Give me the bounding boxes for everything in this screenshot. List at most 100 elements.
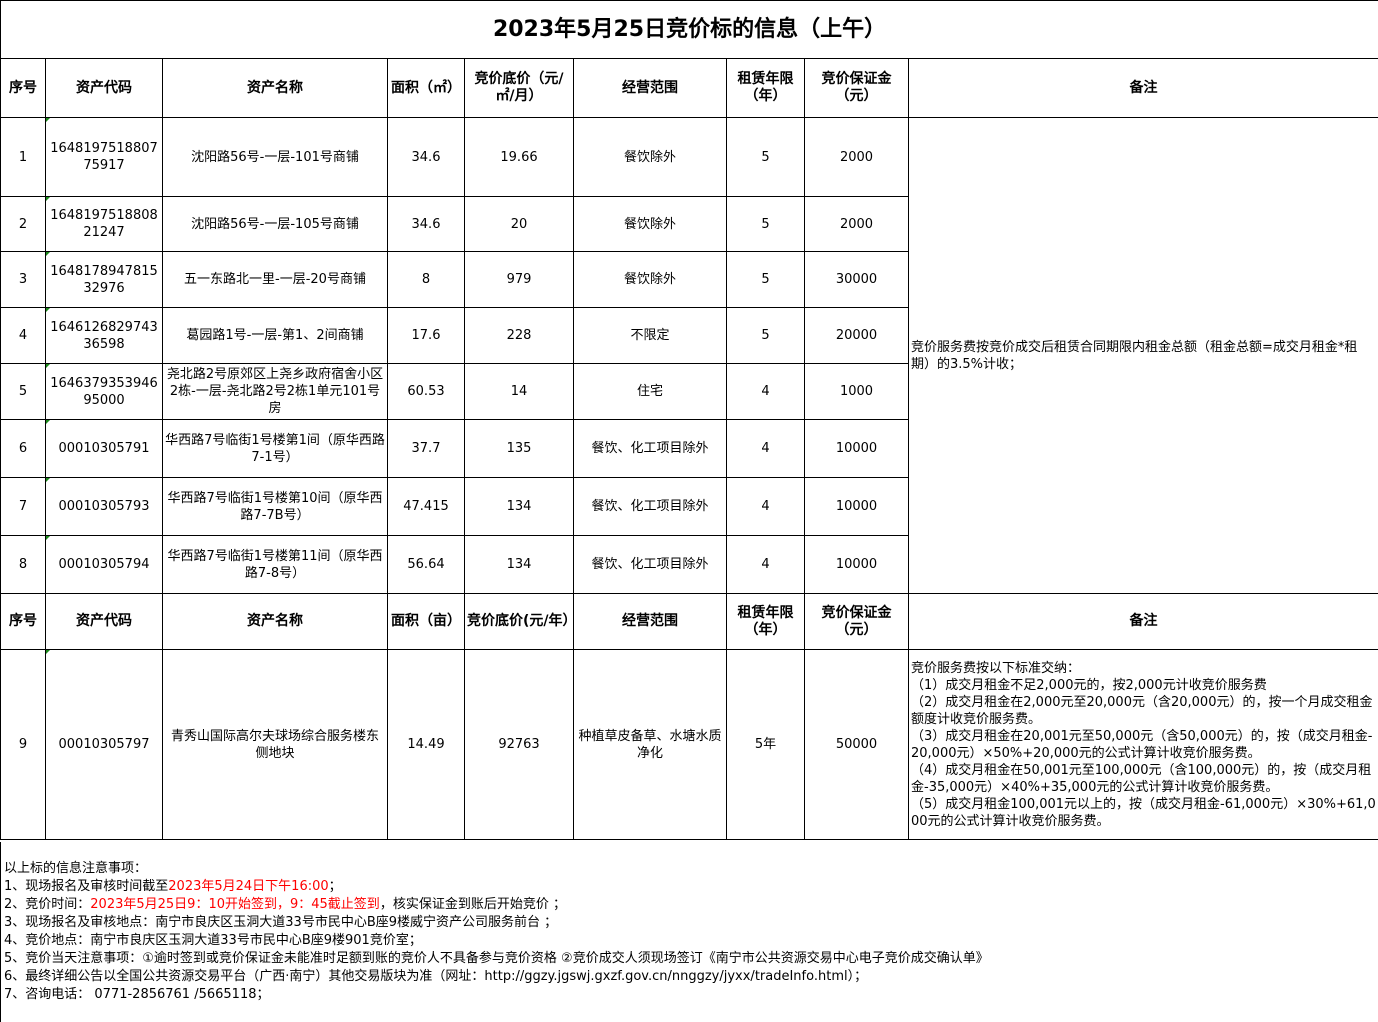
cell-area: 47.415 bbox=[387, 477, 465, 536]
cell-name: 沈阳路56号-一层-105号商铺 bbox=[162, 196, 388, 252]
cell-scope: 餐饮、化工项目除外 bbox=[573, 419, 727, 478]
column-header: 竞价底价（元/㎡/月） bbox=[464, 58, 574, 118]
cell-no: 5 bbox=[0, 363, 46, 420]
cell-deposit: 1000 bbox=[804, 363, 909, 420]
cell-code: 164637935394695000 bbox=[45, 363, 163, 420]
note-5: 5、竞价当天注意事项：①逾时签到或竞价保证金未能准时足额到账的竞价人不具备参与竞… bbox=[4, 951, 989, 966]
header-row: 序号 资产代码 资产名称 面积（㎡） 竞价底价（元/㎡/月） 经营范围 租赁年限（年） 竞价保… bbox=[0, 58, 1378, 118]
remark-line: 竞价服务费按以下标准交纳： bbox=[911, 660, 1081, 676]
remark-line: （2）成交月租金在2,000元至20,000元（含20,000元）的，按一个月成… bbox=[911, 694, 1373, 727]
cell-name: 青秀山国际高尔夫球场综合服务楼东侧地块 bbox=[162, 649, 388, 840]
cell-area: 37.7 bbox=[387, 419, 465, 478]
column-header: 竞价底价(元/年） bbox=[464, 593, 577, 650]
column-header: 竞价保证金（元） bbox=[804, 593, 909, 650]
table-row: 2 164819751880821247 沈阳路56号-一层-105号商铺 34.6 2… bbox=[0, 196, 1378, 252]
table-row: 5 164637935394695000 尧北路2号原郊区上尧乡政府宿舍小区2栋-一… bbox=[0, 363, 1378, 420]
column-header: 租赁年限（年） bbox=[726, 593, 805, 650]
cell-scope: 住宅 bbox=[573, 363, 727, 420]
column-header: 面积（亩） bbox=[387, 593, 465, 650]
cell-deposit: 10000 bbox=[804, 419, 909, 478]
cell-years: 5年 bbox=[726, 649, 805, 840]
cell-code: 164819751880821247 bbox=[45, 196, 163, 252]
cell-code: 164612682974336598 bbox=[45, 307, 163, 364]
note-7: 7、咨询电话： 0771-2856761 /5665118； bbox=[4, 987, 270, 1002]
bid-table: 2023年5月25日竞价标的信息（上午） 序号 资产代码 资产名称 面积（㎡） 竞价底价… bbox=[0, 0, 1378, 840]
cell-price: 14 bbox=[464, 363, 574, 420]
column-header: 资产名称 bbox=[162, 593, 388, 650]
remark-line: （1）成交月租金不足2,000元的，按2,000元计收竞价服务费 bbox=[911, 677, 1267, 693]
cell-deposit: 10000 bbox=[804, 477, 909, 536]
cell-name: 沈阳路56号-一层-101号商铺 bbox=[162, 117, 388, 197]
remark-line: （4）成交月租金在50,001元至100,000元（含100,000元）的，按（… bbox=[911, 762, 1372, 795]
cell-no: 2 bbox=[0, 196, 46, 252]
column-header: 面积（㎡） bbox=[387, 58, 465, 118]
remark-line: （5）成交月租金100,001元以上的，按（成交月租金-61,000元）×30%… bbox=[911, 796, 1376, 829]
cell-price: 19.66 bbox=[464, 117, 574, 197]
table-row: 9 00010305797 青秀山国际高尔夫球场综合服务楼东侧地块 14.49 9276… bbox=[0, 649, 1378, 840]
cell-deposit: 20000 bbox=[804, 307, 909, 364]
column-header: 竞价保证金（元） bbox=[804, 58, 909, 118]
cell-years: 4 bbox=[726, 535, 805, 594]
cell-code: 00010305797 bbox=[45, 649, 163, 840]
cell-price: 134 bbox=[464, 535, 574, 594]
cell-area: 56.64 bbox=[387, 535, 465, 594]
column-header: 租赁年限（年） bbox=[726, 58, 805, 118]
cell-years: 4 bbox=[726, 477, 805, 536]
cell-name: 五一东路北一里-一层-20号商铺 bbox=[162, 251, 388, 308]
cell-price: 92763 bbox=[464, 649, 574, 840]
column-header: 序号 bbox=[0, 593, 46, 650]
column-header: 资产代码 bbox=[45, 593, 163, 650]
cell-years: 5 bbox=[726, 307, 805, 364]
cell-area: 34.6 bbox=[387, 196, 465, 252]
table-row: 7 00010305793 华西路7号临街1号楼第10间（原华西路7-7B号） 47.… bbox=[0, 477, 1378, 536]
column-header: 资产代码 bbox=[45, 58, 163, 118]
cell-no: 1 bbox=[0, 117, 46, 197]
cell-name: 华西路7号临街1号楼第1间（原华西路7-1号） bbox=[162, 419, 388, 478]
column-header: 资产名称 bbox=[162, 58, 388, 118]
cell-deposit: 2000 bbox=[804, 117, 909, 197]
cell-name: 尧北路2号原郊区上尧乡政府宿舍小区2栋-一层-尧北路2号2栋1单元101号房 bbox=[162, 363, 388, 420]
cell-scope: 餐饮除外 bbox=[573, 251, 727, 308]
cell-scope: 餐饮除外 bbox=[573, 117, 727, 197]
cell-code: 164819751880775917 bbox=[45, 117, 163, 197]
cell-price: 20 bbox=[464, 196, 574, 252]
cell-years: 4 bbox=[726, 363, 805, 420]
cell-price: 135 bbox=[464, 419, 574, 478]
cell-code: 00010305794 bbox=[45, 535, 163, 594]
page-title: 2023年5月25日竞价标的信息（上午） bbox=[0, 0, 1378, 59]
cell-years: 5 bbox=[726, 251, 805, 308]
cell-deposit: 50000 bbox=[804, 649, 909, 840]
cell-name: 华西路7号临街1号楼第10间（原华西路7-7B号） bbox=[162, 477, 388, 536]
cell-price: 979 bbox=[464, 251, 574, 308]
column-header: 备注 bbox=[907, 593, 1378, 650]
cell-deposit: 10000 bbox=[804, 535, 909, 594]
note-3: 3、现场报名及审核地点：南宁市良庆区玉洞大道33号市民中心B座9楼威宁资产公司服… bbox=[4, 915, 558, 930]
cell-code: 00010305791 bbox=[45, 419, 163, 478]
cell-area: 34.6 bbox=[387, 117, 465, 197]
cell-years: 4 bbox=[726, 419, 805, 478]
column-header: 序号 bbox=[0, 58, 46, 118]
cell-area: 60.53 bbox=[387, 363, 465, 420]
cell-deposit: 30000 bbox=[804, 251, 909, 308]
cell-no: 3 bbox=[0, 251, 46, 308]
cell-years: 5 bbox=[726, 117, 805, 197]
cell-scope: 种植草皮备草、水塘水质净化 bbox=[573, 649, 727, 840]
notes-section: 以上标的信息注意事项： 1、现场报名及审核时间截至2023年5月24日下午16:… bbox=[0, 842, 1376, 1022]
cell-price: 134 bbox=[464, 477, 574, 536]
cell-scope: 餐饮、化工项目除外 bbox=[573, 535, 727, 594]
cell-years: 5 bbox=[726, 196, 805, 252]
cell-no: 8 bbox=[0, 535, 46, 594]
cell-name: 葛园路1号-一层-第1、2间商铺 bbox=[162, 307, 388, 364]
cell-no: 9 bbox=[0, 649, 46, 840]
note-1: 1、现场报名及审核时间截至2023年5月24日下午16:00； bbox=[4, 879, 342, 894]
cell-area: 8 bbox=[387, 251, 465, 308]
column-header: 经营范围 bbox=[573, 58, 727, 118]
note-4: 4、竞价地点：南宁市良庆区玉洞大道33号市民中心B座9楼901竞价室； bbox=[4, 933, 422, 948]
table-row: 6 00010305791 华西路7号临街1号楼第1间（原华西路7-1号） 37.7 1… bbox=[0, 419, 1378, 478]
cell-name: 华西路7号临街1号楼第11间（原华西路7-8号） bbox=[162, 535, 388, 594]
remark-cell: 竞价服务费按竞价成交后租赁合同期限内租金总额（租金总额=成交月租金*租期）的3.… bbox=[907, 117, 1378, 594]
notes-heading: 以上标的信息注意事项： bbox=[4, 861, 148, 876]
cell-code: 164817894781532976 bbox=[45, 251, 163, 308]
table-row: 1 164819751880775917 沈阳路56号-一层-101号商铺 34.6 1… bbox=[0, 117, 1378, 594]
